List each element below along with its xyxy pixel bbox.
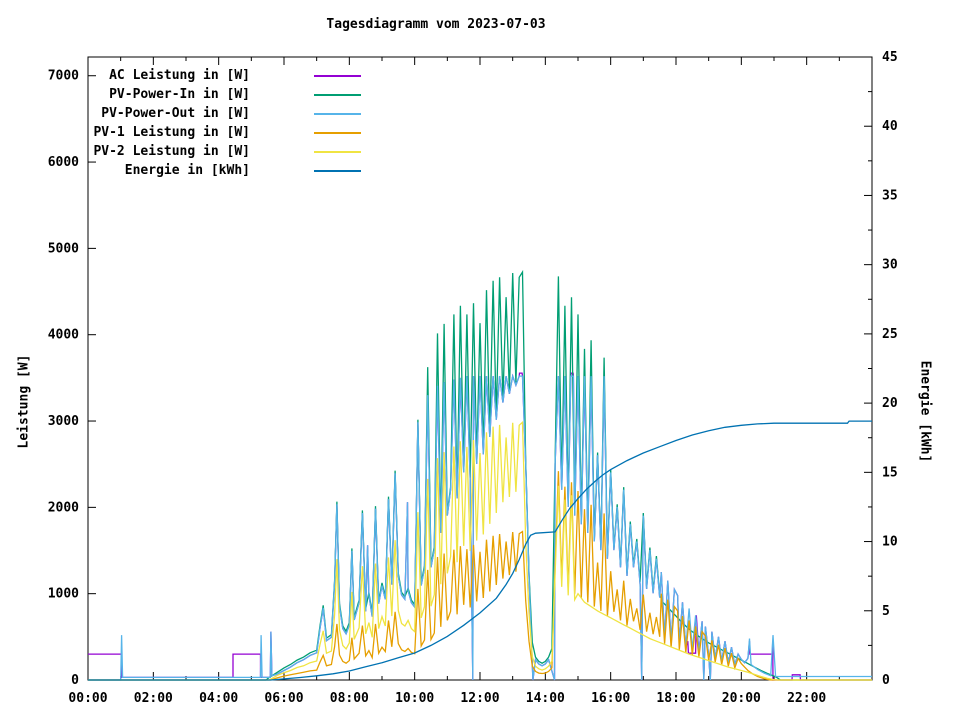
svg-text:40: 40 [882, 119, 898, 134]
svg-text:30: 30 [882, 258, 898, 273]
legend-entry-pv-power-in: PV-Power-In in [W] [36, 85, 361, 104]
legend-line-sample [314, 169, 361, 172]
svg-text:6000: 6000 [48, 155, 79, 170]
svg-text:22:00: 22:00 [787, 691, 826, 706]
legend-entry-ac: AC Leistung in [W] [36, 66, 361, 85]
svg-text:06:00: 06:00 [264, 691, 303, 706]
svg-text:18:00: 18:00 [656, 691, 695, 706]
svg-text:02:00: 02:00 [134, 691, 173, 706]
svg-text:15: 15 [882, 465, 898, 480]
legend-label: PV-1 Leistung in [W] [93, 125, 250, 140]
legend: AC Leistung in [W] PV-Power-In in [W] PV… [36, 66, 361, 180]
legend-label: PV-Power-In in [W] [109, 87, 250, 102]
svg-text:0: 0 [882, 673, 890, 688]
svg-text:16:00: 16:00 [591, 691, 630, 706]
legend-entry-pv1: PV-1 Leistung in [W] [36, 123, 361, 142]
svg-text:5: 5 [882, 604, 890, 619]
svg-text:7000: 7000 [48, 69, 79, 84]
svg-text:08:00: 08:00 [330, 691, 369, 706]
legend-entry-energie: Energie in [kWh] [36, 161, 361, 180]
legend-line-sample [314, 131, 361, 134]
chart-title: Tagesdiagramm vom 2023-07-03 [326, 17, 546, 32]
svg-text:3000: 3000 [48, 414, 79, 429]
legend-line-sample [314, 74, 361, 77]
svg-text:5000: 5000 [48, 241, 79, 256]
svg-text:35: 35 [882, 188, 898, 203]
svg-text:20: 20 [882, 396, 898, 411]
legend-line-sample [314, 93, 361, 96]
svg-text:10:00: 10:00 [395, 691, 434, 706]
svg-text:14:00: 14:00 [526, 691, 565, 706]
legend-label: PV-2 Leistung in [W] [93, 144, 250, 159]
legend-label: AC Leistung in [W] [109, 68, 250, 83]
svg-text:45: 45 [882, 50, 898, 65]
svg-text:0: 0 [71, 673, 79, 688]
svg-text:1000: 1000 [48, 587, 79, 602]
legend-label: Energie in [kWh] [124, 163, 250, 178]
legend-entry-pv2: PV-2 Leistung in [W] [36, 142, 361, 161]
svg-text:00:00: 00:00 [68, 691, 107, 706]
svg-text:04:00: 04:00 [199, 691, 238, 706]
svg-text:12:00: 12:00 [460, 691, 499, 706]
legend-entry-pv-power-out: PV-Power-Out in [W] [36, 104, 361, 123]
svg-text:2000: 2000 [48, 500, 79, 515]
svg-text:25: 25 [882, 327, 898, 342]
legend-line-sample [314, 112, 361, 115]
legend-line-sample [314, 150, 361, 153]
legend-label: PV-Power-Out in [W] [101, 106, 250, 121]
svg-text:20:00: 20:00 [722, 691, 761, 706]
svg-text:10: 10 [882, 535, 898, 550]
svg-text:4000: 4000 [48, 328, 79, 343]
